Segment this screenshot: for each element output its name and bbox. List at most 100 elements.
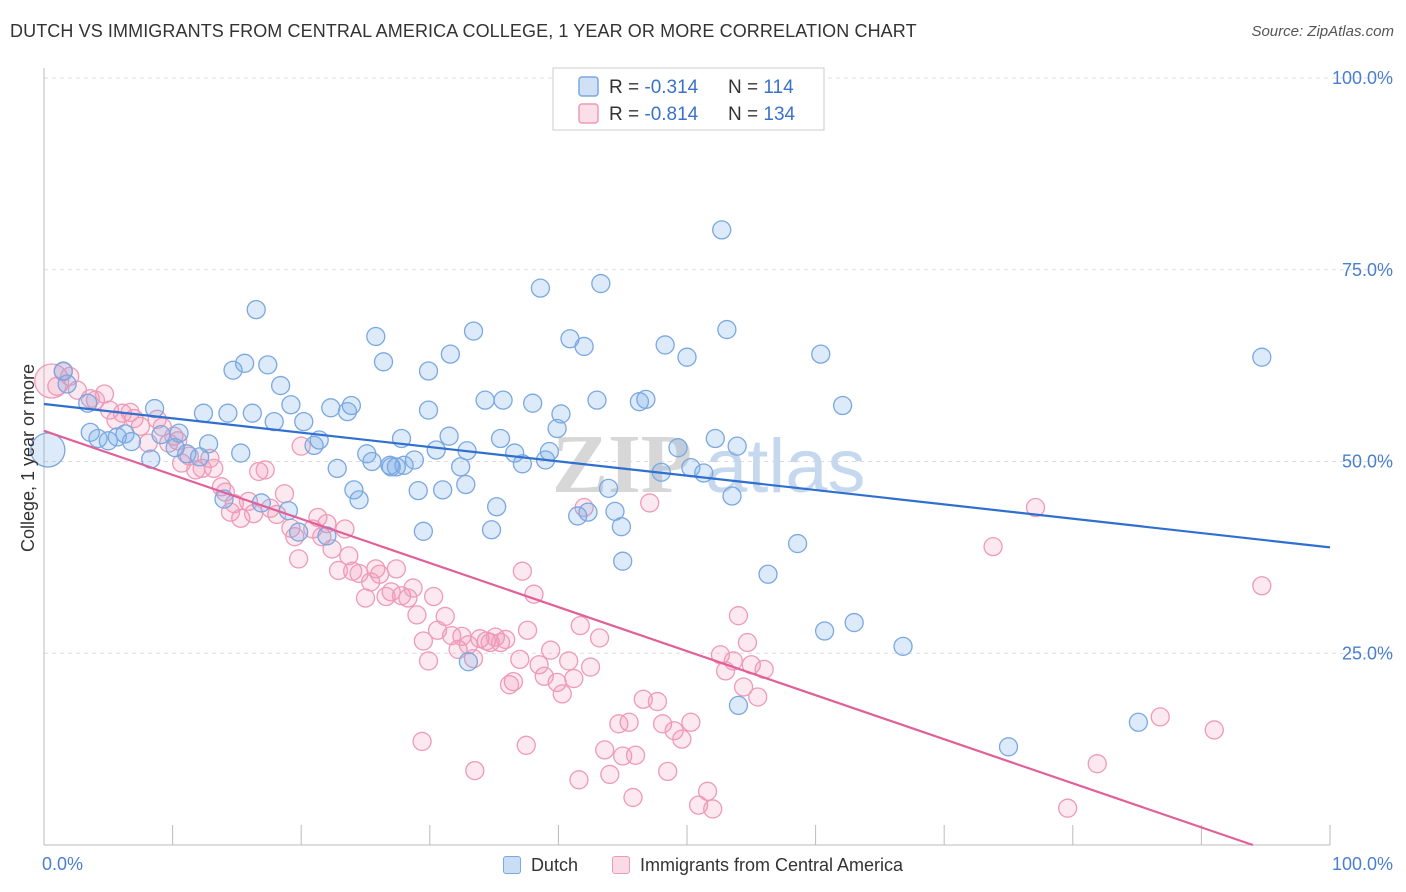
legend-n-label-dutch: N =	[728, 77, 763, 98]
svg-text:N = 134: N = 134	[728, 104, 796, 125]
series-swatch-immigrants	[611, 856, 630, 874]
dutch-point-38	[327, 458, 347, 479]
immigrants-point-92	[570, 615, 590, 636]
series-legend: Dutch Immigrants from Central America	[0, 852, 1406, 878]
immigrants-point-60	[398, 588, 418, 608]
dutch-point-25	[246, 299, 266, 320]
legend-n-value-dutch: 114	[763, 77, 794, 98]
immigrants-point-101	[625, 745, 646, 765]
immigrants-point-89	[552, 684, 572, 704]
series-label-dutch: Dutch	[530, 854, 578, 875]
dutch-point-98	[717, 319, 737, 340]
dutch-point-87	[613, 551, 633, 571]
dutch-points	[30, 220, 1272, 757]
dutch-point-57	[426, 440, 446, 460]
immigrants-point-130	[465, 760, 485, 781]
immigrants-point-118	[737, 632, 758, 653]
dutch-point-31	[281, 395, 301, 415]
svg-text:R = -0.814: R = -0.814	[609, 104, 699, 125]
immigrants-point-127	[1204, 720, 1224, 740]
svg-text:N = 114: N = 114	[728, 77, 794, 98]
immigrants-point-102	[633, 689, 653, 709]
dutch-point-99	[722, 486, 742, 506]
immigrants-point-106	[658, 761, 678, 782]
dutch-point-83	[591, 273, 611, 294]
immigrants-point-57	[381, 582, 401, 602]
immigrants-point-65	[424, 586, 444, 607]
dutch-point-67	[487, 497, 507, 517]
dutch-point-93	[677, 347, 697, 367]
x-tick-label-max: 100.0%	[1332, 854, 1393, 874]
immigrants-point-40	[288, 549, 309, 569]
immigrants-point-133	[623, 787, 643, 808]
immigrants-point-110	[688, 795, 709, 815]
dutch-point-71	[512, 454, 533, 474]
immigrants-point-109	[681, 712, 701, 732]
dutch-point-101	[728, 695, 749, 716]
dutch-point-49	[386, 457, 407, 477]
dutch-point-55	[418, 400, 439, 420]
x-tick-label-min: 0.0%	[42, 854, 83, 874]
dutch-point-23	[234, 353, 255, 373]
legend-n-label-immigrants: N =	[728, 104, 763, 125]
chart-title: DUTCH VS IMMIGRANTS FROM CENTRAL AMERICA…	[10, 21, 917, 41]
immigrants-point-52	[355, 588, 376, 608]
dutch-point-112	[1252, 347, 1272, 367]
immigrants-point-47	[328, 560, 349, 581]
dutch-point-97	[712, 220, 732, 240]
immigrants-point-61	[403, 578, 423, 598]
immigrants-point-33	[249, 461, 269, 482]
dutch-point-110	[998, 737, 1019, 757]
dutch-point-16	[189, 447, 210, 467]
immigrants-point-123	[1025, 497, 1046, 518]
dutch-point-42	[349, 490, 369, 510]
dutch-point-62	[456, 474, 476, 495]
legend-r-label-dutch: R =	[609, 77, 644, 98]
dutch-point-72	[523, 393, 543, 413]
dutch-point-24	[242, 403, 262, 423]
svg-text:R = -0.314: R = -0.314	[609, 77, 699, 98]
immigrants-point-97	[600, 764, 620, 785]
immigrants-point-126	[1150, 707, 1170, 727]
dutch-point-58	[433, 480, 453, 500]
dutch-point-37	[321, 398, 341, 418]
immigrants-point-111	[697, 781, 718, 801]
dutch-point-18	[198, 434, 219, 454]
dutch-point-29	[270, 375, 291, 396]
immigrants-point-95	[589, 628, 610, 648]
legend-r-label-immigrants: R =	[609, 104, 644, 125]
immigrants-point-87	[541, 640, 561, 660]
immigrants-point-58	[386, 559, 407, 579]
dutch-point-109	[458, 652, 479, 672]
immigrants-point-96	[595, 740, 615, 760]
dutch-point-77	[551, 404, 571, 424]
y-tick-labels: 25.0% 50.0% 75.0% 100.0%	[1332, 68, 1393, 663]
dutch-point-66	[481, 520, 502, 540]
dutch-point-13	[165, 438, 185, 458]
immigrants-point-117	[733, 677, 754, 697]
dutch-point-44	[362, 451, 382, 472]
dutch-point-56	[418, 361, 439, 381]
immigrants-point-90	[559, 651, 579, 671]
immigrants-point-37	[274, 484, 295, 504]
dutch-point-80	[574, 336, 594, 357]
dutch-point-53	[408, 480, 428, 501]
dutch-point-100	[727, 436, 747, 456]
immigrants-point-83	[517, 620, 538, 640]
dutch-point-69	[493, 390, 513, 410]
immigrants-point-132	[569, 770, 589, 790]
legend-swatch-dutch	[578, 76, 599, 97]
dutch-point-4	[80, 422, 100, 443]
immigrants-point-116	[728, 606, 749, 626]
immigrants-point-49	[339, 546, 359, 566]
dutch-point-108	[893, 636, 913, 656]
immigrants-point-82	[512, 561, 533, 581]
dutch-point-54	[413, 521, 434, 541]
dutch-point-76	[547, 418, 567, 439]
y-tick-label-3: 100.0%	[1332, 68, 1393, 88]
dutch-point-11	[144, 398, 165, 419]
dutch-point-103	[787, 533, 808, 554]
dutch-point-21	[223, 360, 243, 380]
dutch-point-27	[258, 355, 278, 375]
